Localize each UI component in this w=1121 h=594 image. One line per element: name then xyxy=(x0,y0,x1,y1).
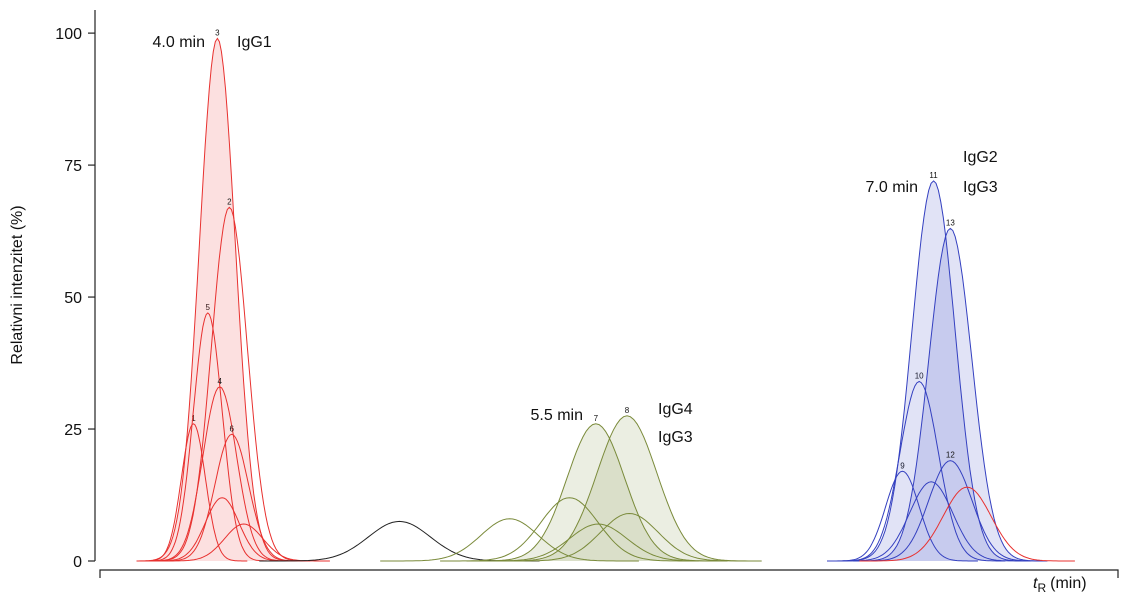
peak-label: 2 xyxy=(227,197,232,206)
peak xyxy=(492,415,762,562)
annotation: IgG1 xyxy=(237,34,272,51)
peak xyxy=(259,520,540,562)
peak-area xyxy=(853,228,1048,561)
peak xyxy=(136,37,299,562)
peak xyxy=(143,312,273,562)
peak-area xyxy=(492,415,762,561)
peak-label: 5 xyxy=(206,303,211,312)
annotation: IgG3 xyxy=(963,179,998,196)
peak-label: 10 xyxy=(915,372,924,381)
peak-area xyxy=(466,423,726,561)
annotation: 4.0 min xyxy=(153,34,205,51)
peak-label: 7 xyxy=(594,414,599,423)
annotation: IgG4 xyxy=(658,401,693,418)
peak-area xyxy=(836,180,1031,561)
peak xyxy=(853,460,1048,562)
y-tick-label: 0 xyxy=(73,554,82,571)
peak-label: 3 xyxy=(215,28,220,37)
annotation: 5.5 min xyxy=(531,407,583,424)
peak-label: 12 xyxy=(946,451,955,460)
peak-label: 8 xyxy=(625,406,630,415)
y-axis-label: Relativni intenzitet (%) xyxy=(9,205,26,364)
peak-label: 11 xyxy=(929,171,938,180)
x-label-unit: (min) xyxy=(1050,575,1086,592)
peak xyxy=(380,518,639,562)
peak xyxy=(859,486,1075,562)
peak-label: 4 xyxy=(218,377,223,386)
y-tick-label: 50 xyxy=(64,290,82,307)
x-label-subscript: R xyxy=(1037,581,1046,594)
peak-label: 6 xyxy=(230,424,235,433)
peak xyxy=(156,433,308,562)
y-tick-label: 75 xyxy=(64,158,82,175)
peak xyxy=(836,180,1031,562)
peak xyxy=(827,470,978,562)
annotation: IgG2 xyxy=(963,149,998,166)
y-tick-label: 25 xyxy=(64,422,82,439)
peak-label: 13 xyxy=(946,218,955,227)
peak-label: 9 xyxy=(900,461,905,470)
peak-label: 1 xyxy=(191,414,196,423)
peak xyxy=(466,423,726,562)
x-axis xyxy=(99,569,1119,578)
y-tick-label: 100 xyxy=(55,26,82,43)
plot-area: 1 5 3 4 2 6 7 8 9 10 11 13 12 xyxy=(136,28,1075,562)
peak-area xyxy=(136,38,299,561)
annotation: IgG3 xyxy=(658,429,693,446)
x-label-symbol: t xyxy=(1033,575,1038,592)
x-axis-label: tR (min) xyxy=(1033,575,1087,594)
peak xyxy=(440,497,699,562)
peak xyxy=(144,386,296,562)
annotation: 7.0 min xyxy=(866,179,918,196)
peak xyxy=(834,481,1029,562)
peak xyxy=(853,227,1048,562)
peak xyxy=(500,512,759,562)
peak xyxy=(146,497,298,562)
